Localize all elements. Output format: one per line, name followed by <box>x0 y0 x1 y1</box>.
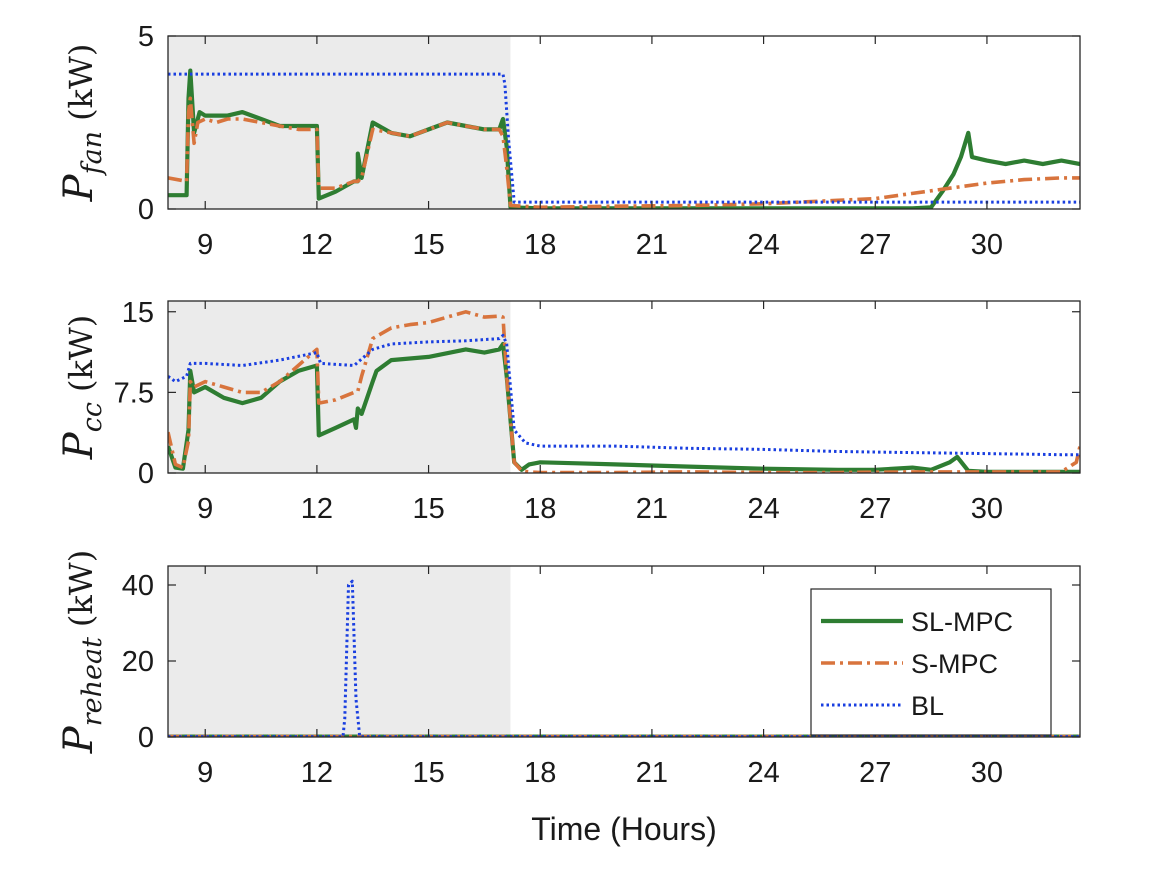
legend-label-sl-mpc: SL-MPC <box>911 607 1013 637</box>
series-line-bl <box>168 579 1080 737</box>
x-tick-label: 18 <box>524 757 556 789</box>
panel-3: 9 12 15 18 21 24 27 30 0 20 40 Preheat(kW) <box>56 550 1081 789</box>
axes-box <box>167 300 1081 474</box>
x-tick-label: 15 <box>412 757 444 789</box>
x-tick-label: 12 <box>301 229 333 261</box>
legend-label-bl: BL <box>911 691 944 721</box>
occupied-hours-shading <box>168 566 511 737</box>
x-tick-label: 12 <box>301 757 333 789</box>
x-tick-label: 27 <box>859 493 891 525</box>
panel-1: 9 12 15 18 21 24 27 30 0 5 Pfan(kW) <box>56 21 1081 261</box>
x-tick-label: 21 <box>636 229 668 261</box>
legend: SL-MPC S-MPC BL <box>810 588 1052 736</box>
x-tick-label: 18 <box>524 493 556 525</box>
x-tick-label: 9 <box>197 757 213 789</box>
y-axis-label: Pfan(kW) <box>56 44 108 203</box>
x-tick-label: 24 <box>747 229 779 261</box>
x-tick-label: 30 <box>971 757 1003 789</box>
y-axis-label: Preheat(kW) <box>56 550 108 754</box>
x-tick-label: 9 <box>197 229 213 261</box>
x-tick-label: 24 <box>747 493 779 525</box>
x-axis-label: Time (Hours) <box>531 811 716 847</box>
series-line-s-mpc <box>168 310 1080 473</box>
series-group <box>168 68 1080 209</box>
y-tick-label: 0 <box>138 194 154 226</box>
series-line-bl <box>168 333 1080 457</box>
y-tick-label: 0 <box>138 722 154 754</box>
y-axis-label: Pcc(kW) <box>56 315 108 460</box>
series-line-sl-mpc <box>168 341 1080 473</box>
x-tick-label: 30 <box>971 493 1003 525</box>
occupied-hours-shading <box>168 301 511 473</box>
y-tick-label: 40 <box>122 570 154 602</box>
x-tick-label: 27 <box>859 229 891 261</box>
x-tick-label: 30 <box>971 229 1003 261</box>
y-tick-label: 15 <box>122 297 154 329</box>
y-tick-label: 20 <box>122 646 154 678</box>
x-tick-label: 27 <box>859 757 891 789</box>
series-line-s-mpc <box>168 96 1080 209</box>
panel-2: 9 12 15 18 21 24 27 30 0 7.5 15 Pcc(kW) <box>56 297 1081 525</box>
x-tick-label: 9 <box>197 493 213 525</box>
series-group <box>168 310 1080 473</box>
series-line-bl <box>168 72 1080 204</box>
x-tick-label: 18 <box>524 229 556 261</box>
y-tick-label: 5 <box>138 21 154 53</box>
legend-label-s-mpc: S-MPC <box>911 649 998 679</box>
axes-box <box>167 35 1081 210</box>
y-tick-label: 7.5 <box>114 377 154 409</box>
y-tick-label: 0 <box>138 458 154 490</box>
x-tick-label: 24 <box>747 757 779 789</box>
x-tick-label: 21 <box>636 493 668 525</box>
x-tick-label: 12 <box>301 493 333 525</box>
x-tick-label: 21 <box>636 757 668 789</box>
axes-box <box>167 565 1081 738</box>
x-tick-label: 15 <box>412 229 444 261</box>
x-tick-label: 15 <box>412 493 444 525</box>
